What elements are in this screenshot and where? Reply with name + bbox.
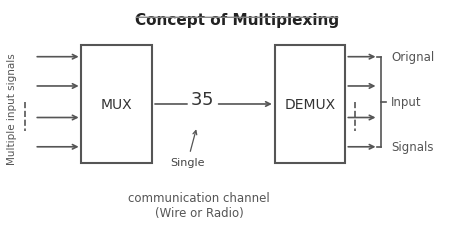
Text: Orignal: Orignal [391, 51, 434, 64]
Text: Signals: Signals [391, 141, 434, 154]
Text: Input: Input [391, 96, 422, 109]
FancyBboxPatch shape [275, 46, 346, 163]
Text: Concept of Multiplexing: Concept of Multiplexing [135, 12, 339, 27]
Text: Multiple input signals: Multiple input signals [7, 53, 17, 165]
Text: MUX: MUX [101, 98, 133, 111]
Text: communication channel
(Wire or Radio): communication channel (Wire or Radio) [128, 192, 270, 219]
FancyBboxPatch shape [82, 46, 152, 163]
Text: $\mathit{35}$: $\mathit{35}$ [190, 91, 213, 109]
Text: DEMUX: DEMUX [284, 98, 336, 111]
Text: Single: Single [170, 131, 205, 167]
